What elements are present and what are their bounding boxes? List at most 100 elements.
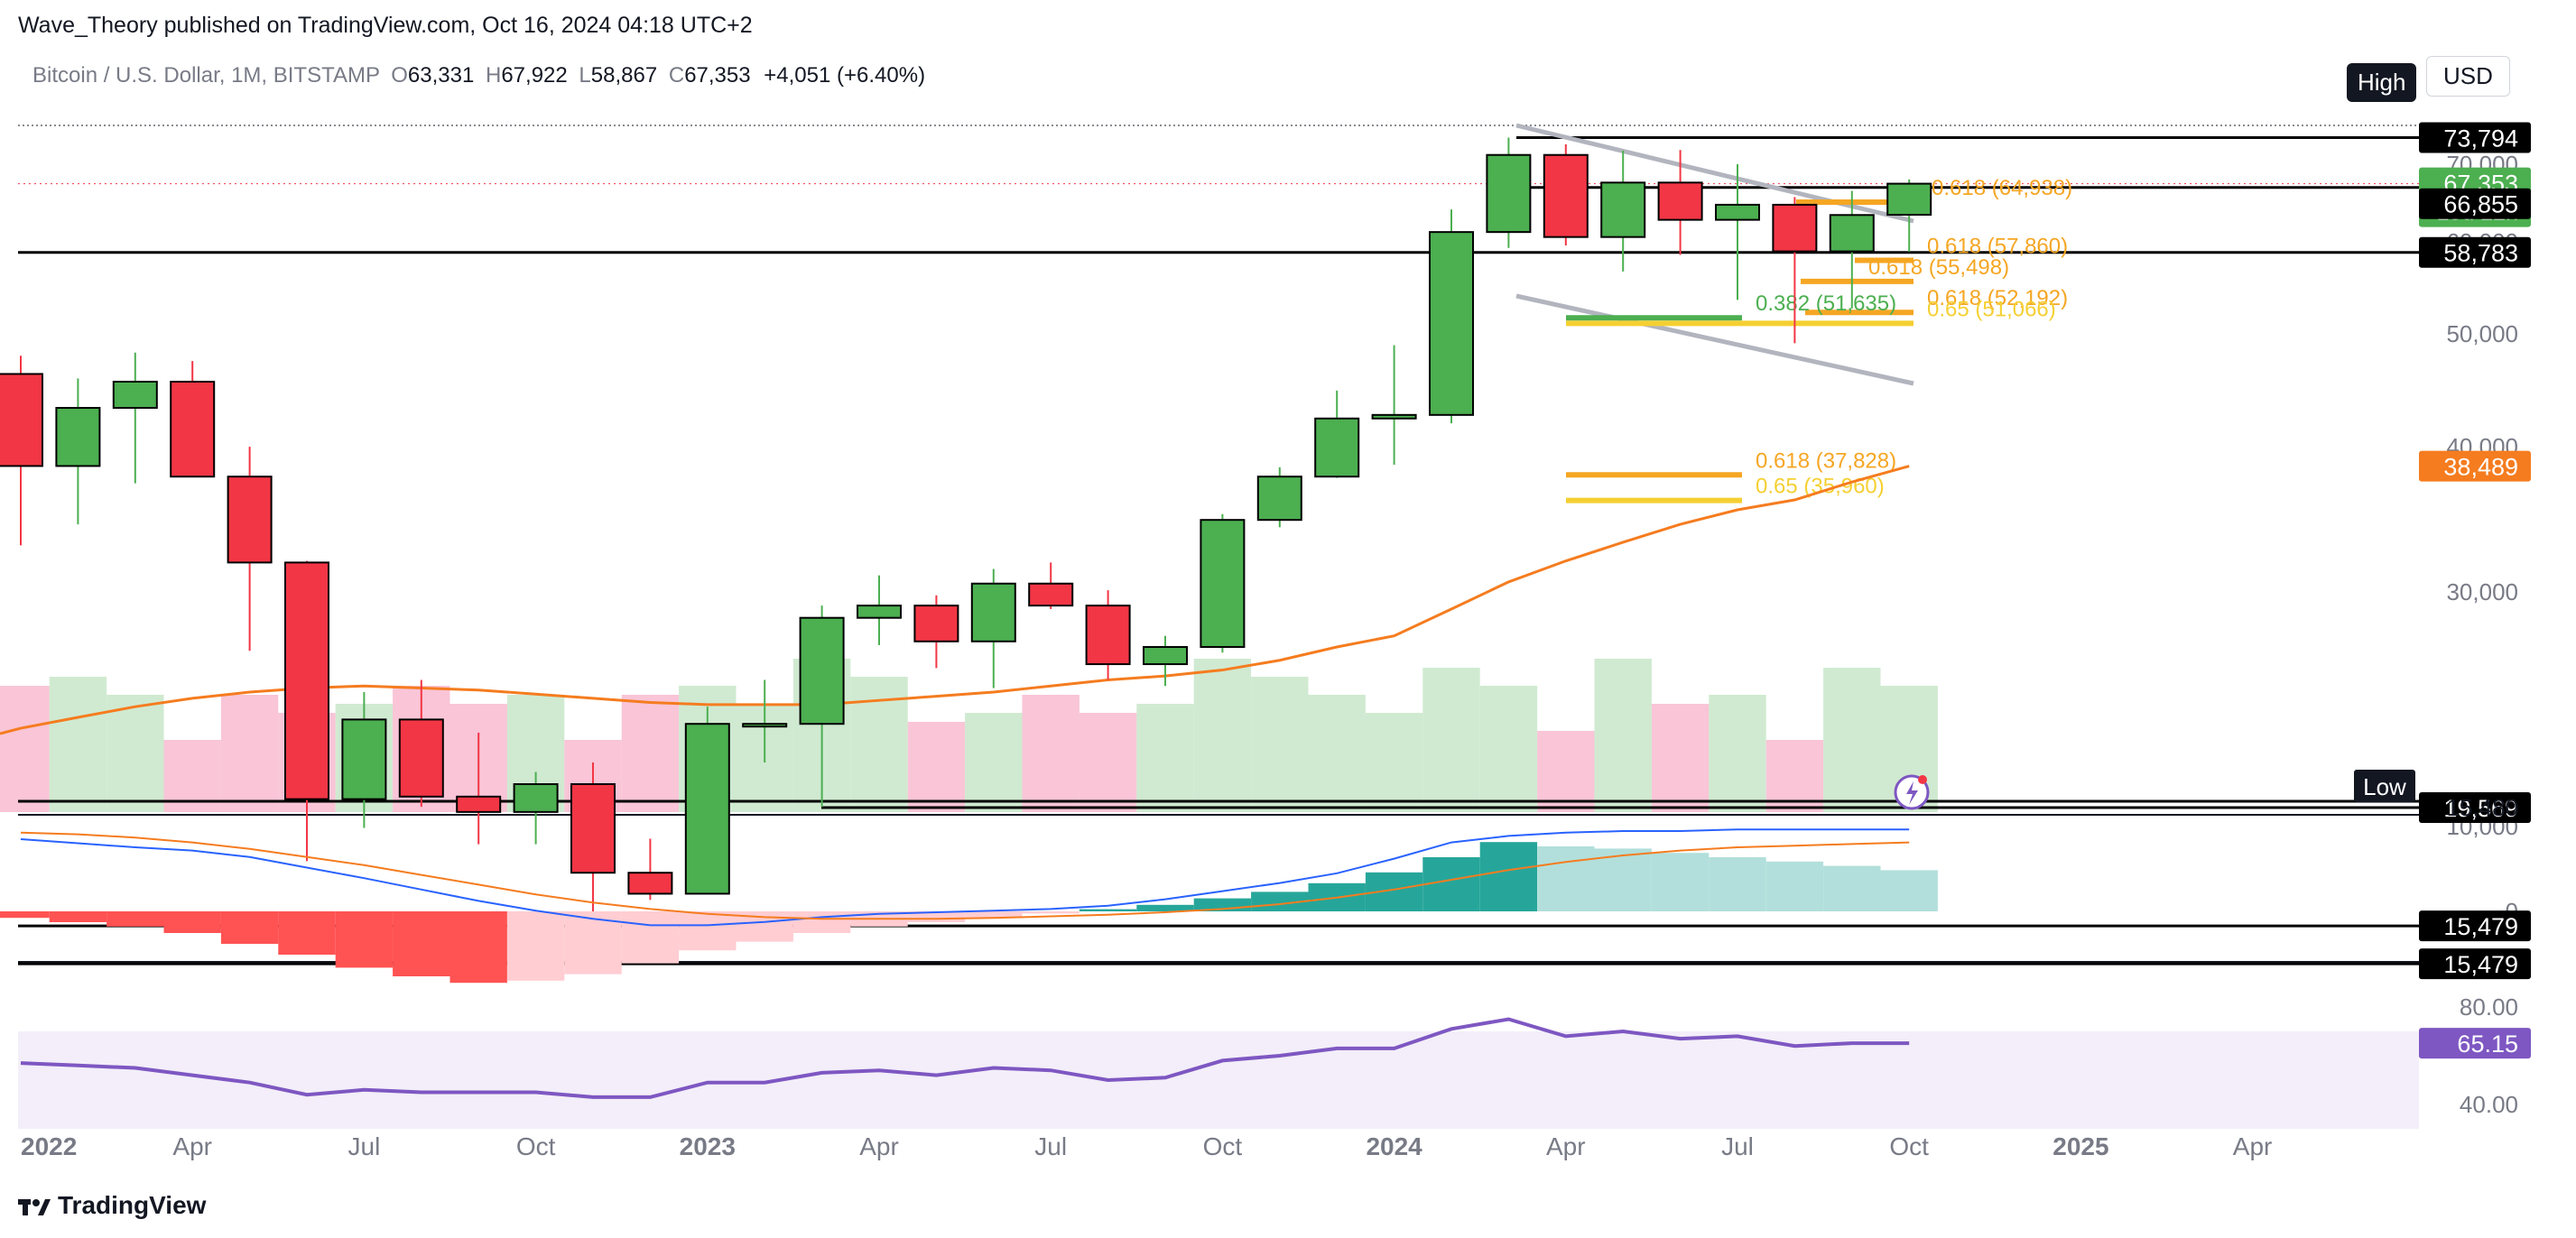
high-label: H [485, 63, 502, 88]
volume-bar [49, 677, 107, 812]
price-axis-label-text: 38,489 [2443, 454, 2518, 481]
candle-body [1028, 582, 1074, 607]
fib-level-label: 0.382 (51,635) [1756, 291, 1896, 316]
macd-histogram-bar [1251, 892, 1309, 911]
price-axis-label-bg [2419, 910, 2531, 942]
candle-body [227, 476, 273, 564]
macd-histogram-bar [679, 911, 737, 951]
macd-line [20, 828, 1910, 927]
macd-histogram-bar [335, 911, 394, 968]
low-value: 58,867 [590, 63, 658, 88]
macd-histogram-bar [393, 911, 450, 976]
open-value: 63,331 [407, 63, 475, 88]
price-axis-label-bg [2419, 188, 2531, 219]
publish-info: Wave_Theory published on TradingView.com… [18, 13, 753, 38]
event-marker-icon [1894, 774, 1930, 810]
candlesticks [0, 137, 1932, 926]
candle-body [1371, 413, 1417, 420]
candle-body [684, 723, 730, 895]
volume-bar [1308, 695, 1366, 812]
high-marker-button[interactable]: High [2347, 63, 2417, 102]
candle-body [1600, 181, 1646, 238]
candle-body [55, 407, 101, 467]
fibonacci-levels: 0.618 (64,938) 0.618 (57,860)0.618 (55,49… [1566, 176, 2072, 504]
macd-histogram-bar [1136, 904, 1194, 911]
volume-bar [621, 695, 680, 812]
volume-bar [1365, 713, 1423, 812]
volume-bar [1022, 695, 1080, 812]
volume-bar [1193, 659, 1252, 812]
macd-histogram-bar [220, 911, 279, 944]
volume-bar [965, 713, 1023, 812]
fib-level-label: 0.618 (37,828) [1756, 448, 1896, 473]
price-axis-tick: 80.00 [2460, 993, 2518, 1021]
price-axis-tick: 50,000 [2446, 320, 2518, 347]
price-axis-tick: 30,000 [2446, 578, 2518, 605]
fib-level-label: 0.618 (52,192) [1927, 286, 2068, 310]
candle-body [284, 561, 329, 800]
wedge-lines [1515, 123, 1914, 386]
high-value: 67,922 [501, 63, 568, 88]
price-axis-label: 15,479 [2419, 948, 2531, 980]
candle-body [456, 795, 502, 813]
wedge-lower-line [1515, 293, 1914, 386]
candle-body [112, 380, 158, 410]
rsi-band [18, 1031, 2419, 1129]
price-axis-label-bg [2419, 450, 2531, 482]
price-axis-label-text: 58,783 [2443, 240, 2518, 267]
time-axis-label: Jul [348, 1132, 381, 1160]
volume-bar [107, 695, 164, 812]
time-axis-label: Jul [1721, 1132, 1754, 1160]
low-label: L [579, 63, 591, 88]
volume-bar [1079, 713, 1137, 812]
price-axis-tick: 40.00 [2460, 1091, 2518, 1118]
price-axis-label-bg [2419, 792, 2531, 824]
change-value: +4,051 (+6.40%) [764, 63, 926, 88]
volume-bar [850, 677, 908, 812]
time-axis-label: 2023 [680, 1132, 736, 1160]
candle-body [1429, 231, 1474, 416]
time-axis-label: Apr [859, 1132, 899, 1160]
currency-button[interactable]: USD [2426, 56, 2510, 97]
macd-histogram-bar [621, 911, 680, 964]
macd-histogram-bar [965, 911, 1023, 919]
fib-level-label: 0.618 (57,860) [1927, 235, 2068, 259]
volume-bar [0, 686, 50, 812]
time-axis-label: Jul [1034, 1132, 1067, 1160]
fib-level-label: 0.618 (55,498) [1868, 255, 2009, 280]
macd-histogram-bar [107, 911, 164, 927]
candle-body [341, 718, 387, 800]
candle-body [1657, 181, 1703, 221]
candle-body [742, 723, 788, 728]
low-marker-text: Low [2363, 773, 2406, 800]
macd-histogram-bar [1537, 846, 1595, 911]
rsi-pane [18, 1017, 2419, 1129]
macd-histogram-bar [1765, 861, 1824, 911]
price-axis-label-bg [2419, 236, 2531, 268]
candle-body [857, 605, 902, 619]
candle-body [799, 616, 845, 725]
candle-body [1715, 203, 1760, 221]
time-axis-label: Apr [2233, 1132, 2273, 1160]
price-axis-label: 66,855 [2419, 188, 2531, 219]
axes: 70,00060,00050,00040,00030,00010,000080.… [21, 122, 2531, 1160]
volume-bar [1251, 677, 1309, 812]
wedge-upper-line [1515, 123, 1914, 224]
symbol-name: Bitcoin / U.S. Dollar, 1M, BITSTAMP [32, 63, 380, 88]
low-marker: Low [2354, 770, 2415, 802]
candle-body [1143, 646, 1188, 666]
open-label: O [391, 63, 408, 88]
volume-bar [1594, 659, 1652, 812]
price-axis-label-text: 65.15 [2457, 1030, 2518, 1058]
volume-bar [1537, 731, 1595, 812]
volume-bar [1479, 686, 1538, 812]
macd-histogram-bar [506, 911, 565, 981]
volume-bar [1651, 704, 1710, 812]
macd-histogram-bar [163, 911, 221, 933]
time-axis-label: Oct [1203, 1132, 1243, 1160]
time-axis-label: 2025 [2052, 1132, 2108, 1160]
macd-histogram-bar [1422, 857, 1480, 911]
price-axis-label-bg [2419, 948, 2531, 980]
volume-bar [907, 722, 966, 812]
